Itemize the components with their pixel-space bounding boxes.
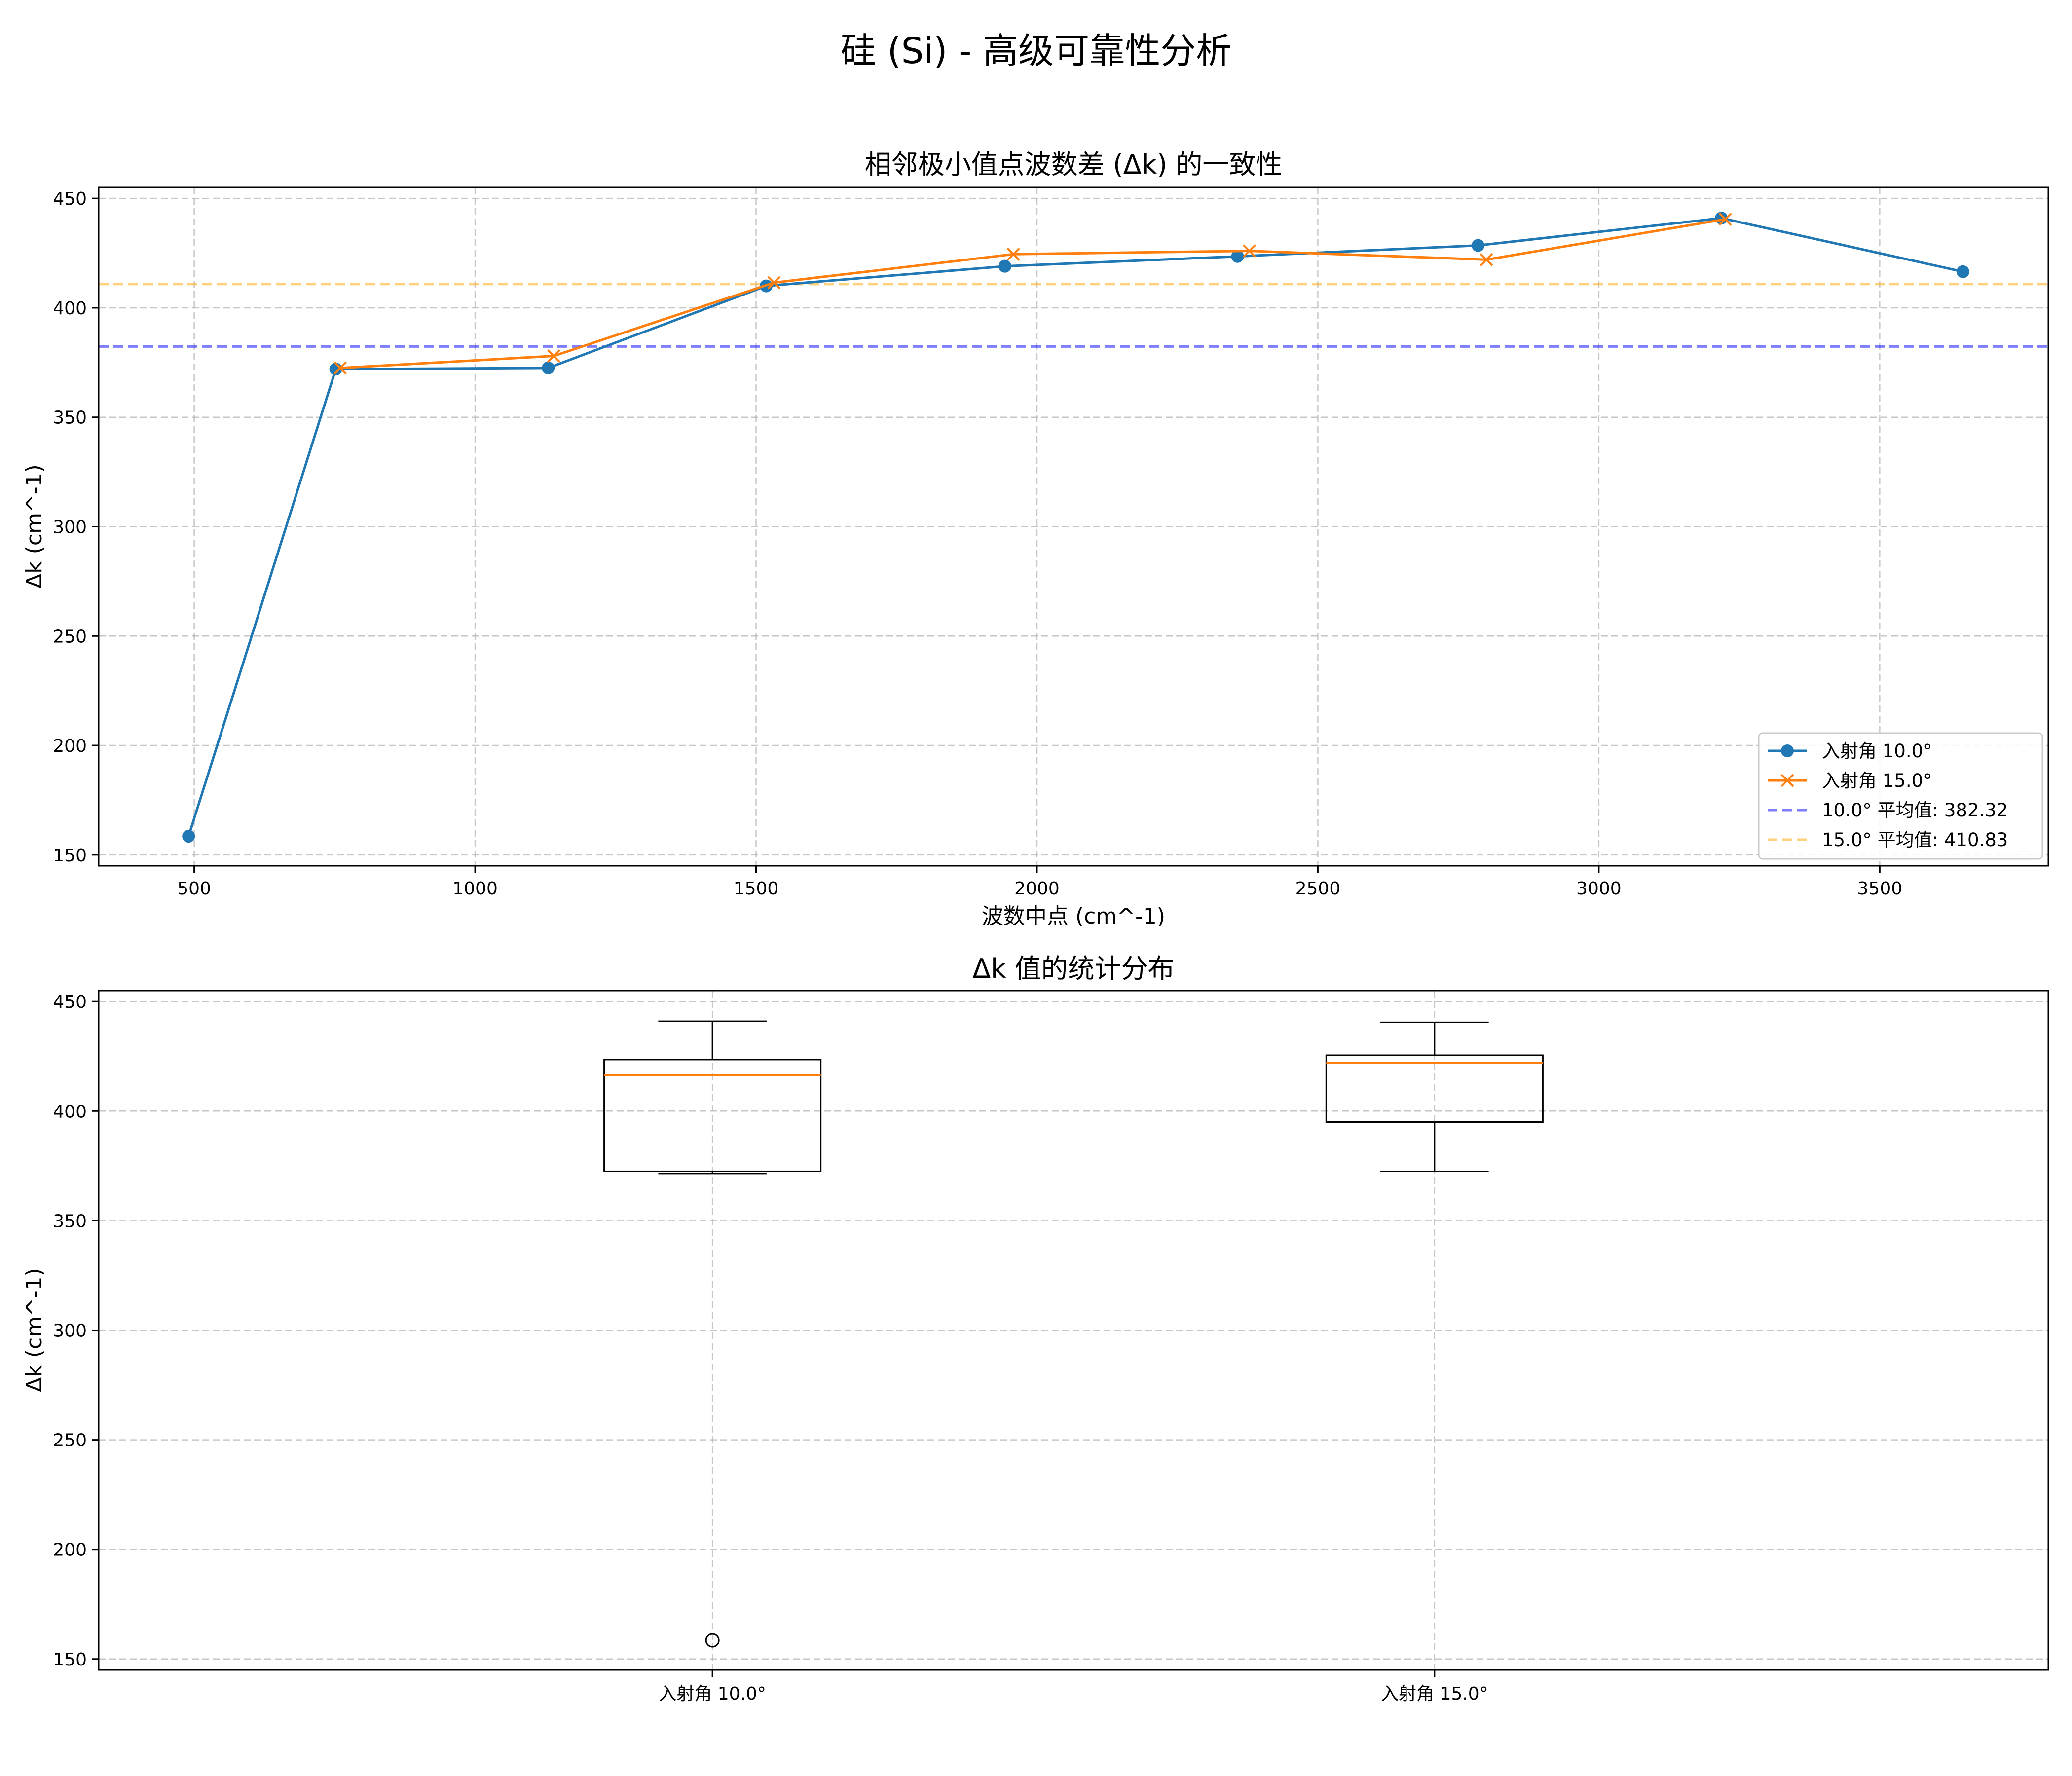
line-series-group [182, 212, 1969, 843]
x-tick-label: 3000 [1576, 879, 1622, 899]
series-point [542, 361, 555, 374]
y-tick-label: 300 [53, 1321, 87, 1341]
series-point [999, 259, 1012, 273]
x-tick-label: 1000 [452, 879, 498, 899]
series-point [547, 349, 560, 363]
series-point [182, 830, 195, 843]
x-tick-label: 2000 [1014, 879, 1060, 899]
y-tick-label: 200 [53, 1540, 87, 1560]
x-tick-label: 500 [177, 879, 211, 899]
y-tick-label: 300 [53, 518, 87, 538]
x-tick-label: 1500 [734, 879, 779, 899]
x-tick-label: 2500 [1295, 879, 1341, 899]
line-chart-panel: 相邻极小值点波数差 (Δk) 的一致性 500 1000 1500 2000 2500 3… [22, 149, 2049, 929]
figure-suptitle: 硅 (Si) - 高级可靠性分析 [841, 30, 1232, 72]
box-iqr [603, 1059, 822, 1172]
series-point [1231, 250, 1244, 263]
x-tick-label: 入射角 15.0° [1381, 1684, 1488, 1704]
series-point [1243, 244, 1256, 258]
series-point [1480, 253, 1493, 266]
box-plot-ticks: 150 200 250 300 350 400 450 入射角 10.0° 入射角 15.0° [53, 992, 1488, 1704]
box-iqr [1325, 1054, 1544, 1123]
y-tick-label: 250 [53, 1431, 87, 1451]
y-tick-label: 450 [53, 992, 87, 1012]
series-point [333, 361, 347, 375]
box-item [603, 1020, 822, 1648]
box-plot-boxes [603, 1020, 1544, 1648]
box-plot-title: Δk 值的统计分布 [972, 953, 1174, 984]
legend-label: 入射角 15.0° [1822, 770, 1932, 791]
line-chart-legend: 入射角 10.0° 入射角 15.0° 10.0° 平均值: 382.32 15.0°… [1758, 732, 2043, 860]
y-tick-label: 350 [53, 408, 87, 428]
series-point [1718, 212, 1732, 226]
box-plot-grid [99, 991, 2048, 1670]
line-chart-ylabel: Δk (cm^-1) [22, 464, 47, 589]
y-tick-label: 150 [53, 846, 87, 866]
y-tick-label: 400 [53, 298, 87, 319]
legend-label: 15.0° 平均值: 410.83 [1822, 829, 2008, 851]
line-chart-title: 相邻极小值点波数差 (Δk) 的一致性 [865, 149, 1283, 180]
series-point [1956, 265, 1969, 278]
box-plot-ylabel: Δk (cm^-1) [22, 1268, 47, 1392]
series-point [767, 276, 781, 290]
y-tick-label: 200 [53, 736, 87, 756]
series-point [1781, 744, 1794, 757]
line-chart-ticks: 500 1000 1500 2000 2500 3000 3500 150 200 250 300 3… [53, 189, 1902, 899]
x-tick-label: 入射角 10.0° [659, 1684, 766, 1704]
legend-box [1758, 732, 2043, 860]
series-point [1472, 239, 1485, 252]
box-plot-panel: Δk 值的统计分布 150 200 250 300 350 400 450 入射角 10.0°… [22, 953, 2049, 1704]
box-outlier [705, 1633, 720, 1648]
y-tick-label: 350 [53, 1211, 87, 1231]
box-item [1325, 1021, 1544, 1172]
legend-label: 10.0° 平均值: 382.32 [1822, 800, 2008, 821]
x-tick-label: 3500 [1857, 879, 1903, 899]
line-chart-grid [99, 187, 2048, 866]
legend-label: 入射角 10.0° [1822, 740, 1932, 762]
y-tick-label: 400 [53, 1102, 87, 1122]
line-chart-xlabel: 波数中点 (cm^-1) [982, 904, 1165, 929]
y-tick-label: 250 [53, 627, 87, 647]
y-tick-label: 150 [53, 1650, 87, 1670]
y-tick-label: 450 [53, 189, 87, 209]
series-point [1780, 774, 1794, 787]
series-point [1006, 247, 1020, 261]
